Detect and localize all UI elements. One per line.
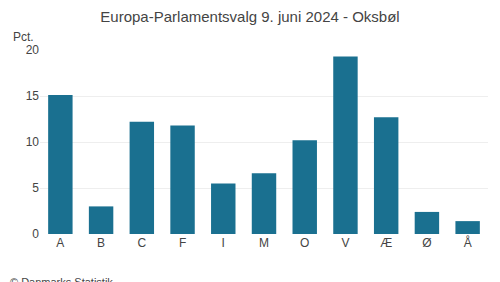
svg-text:Pct.: Pct. [13,30,34,44]
svg-text:M: M [259,236,269,250]
svg-text:B: B [97,236,105,250]
svg-text:C: C [137,236,146,250]
svg-text:0: 0 [32,227,39,241]
svg-text:I: I [222,236,225,250]
svg-text:V: V [341,236,349,250]
svg-text:10: 10 [26,135,40,149]
svg-text:© Danmarks Statistik: © Danmarks Statistik [10,276,113,282]
svg-text:O: O [300,236,309,250]
svg-text:F: F [179,236,186,250]
svg-text:Æ: Æ [380,236,392,250]
svg-text:Europa-Parlamentsvalg 9. juni: Europa-Parlamentsvalg 9. juni 2024 - Oks… [100,8,399,25]
svg-text:15: 15 [26,89,40,103]
svg-text:5: 5 [32,181,39,195]
svg-text:20: 20 [26,43,40,57]
svg-text:A: A [56,236,64,250]
svg-text:Ø: Ø [422,236,431,250]
svg-text:Å: Å [464,235,472,250]
